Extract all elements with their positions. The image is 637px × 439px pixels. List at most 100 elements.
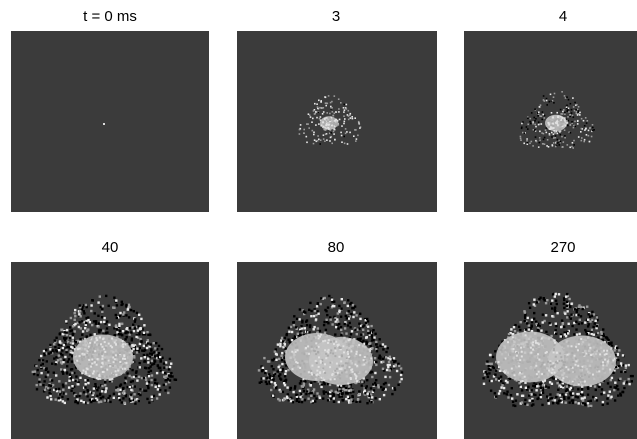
core-speck — [558, 369, 560, 371]
core-speck — [558, 360, 560, 362]
panel — [464, 262, 637, 439]
particle — [67, 398, 69, 400]
particle — [628, 364, 630, 366]
particle — [312, 400, 314, 402]
core-speck — [561, 360, 563, 362]
particle — [263, 357, 265, 359]
core-speck — [122, 346, 124, 348]
particle — [323, 107, 325, 109]
core-speck — [594, 367, 596, 369]
particle — [528, 394, 530, 396]
core-speck — [329, 366, 331, 368]
core-speck — [535, 340, 537, 342]
particle — [314, 103, 316, 105]
particle — [325, 319, 327, 321]
particle — [113, 397, 115, 399]
particle — [71, 372, 73, 374]
particle — [535, 389, 537, 391]
core-speck — [584, 374, 586, 376]
particle — [272, 378, 274, 380]
core-speck — [112, 354, 114, 356]
particle — [310, 384, 312, 386]
particle — [573, 140, 575, 142]
particle — [151, 384, 153, 386]
particle — [542, 392, 544, 394]
core-speck — [103, 348, 105, 350]
particle — [540, 329, 542, 331]
core-speck — [540, 366, 542, 368]
particle — [318, 123, 320, 125]
core-speck — [554, 372, 556, 374]
particle — [549, 133, 551, 135]
core-speck — [112, 372, 114, 374]
particle — [571, 109, 573, 111]
particle — [578, 106, 580, 108]
core-speck — [327, 127, 329, 129]
particle — [371, 347, 373, 349]
core-speck — [562, 377, 564, 379]
particle — [59, 341, 61, 343]
particle — [370, 401, 372, 403]
particle — [563, 396, 565, 398]
core-speck — [554, 120, 556, 122]
particle — [527, 317, 529, 319]
particle — [55, 374, 57, 376]
particle — [100, 306, 102, 308]
particle — [614, 399, 616, 401]
core-speck — [553, 351, 555, 353]
particle — [567, 125, 569, 127]
core-speck — [350, 378, 352, 380]
particle — [552, 293, 554, 295]
particle — [98, 401, 100, 403]
particle — [85, 393, 87, 395]
core-speck — [516, 345, 518, 347]
particle — [540, 387, 542, 389]
particle — [86, 335, 88, 337]
particle — [61, 349, 63, 351]
core-speck — [552, 362, 554, 364]
core-speck — [525, 334, 527, 336]
particle — [359, 127, 361, 129]
particle — [119, 315, 121, 317]
particle — [52, 384, 54, 386]
particle — [506, 391, 508, 393]
particle — [345, 133, 347, 135]
particle — [49, 348, 51, 350]
particle — [304, 399, 306, 401]
particle — [99, 394, 101, 396]
core-speck — [330, 352, 332, 354]
particle — [147, 361, 149, 363]
particle — [51, 363, 53, 365]
core-speck — [356, 381, 358, 383]
particle — [144, 360, 146, 362]
particle — [521, 127, 523, 129]
core-speck — [590, 354, 592, 356]
particle — [564, 113, 566, 115]
particle — [58, 397, 60, 399]
core-speck — [129, 354, 131, 356]
core-speck — [572, 361, 574, 363]
particle — [389, 369, 391, 371]
particle — [289, 388, 291, 390]
particle — [90, 304, 92, 306]
particle — [561, 319, 563, 321]
particle — [501, 384, 503, 386]
particle — [325, 102, 327, 104]
particle — [155, 386, 157, 388]
particle — [514, 324, 516, 326]
particle — [506, 393, 508, 395]
particle — [47, 371, 49, 373]
particle — [524, 320, 526, 322]
particle — [559, 399, 561, 401]
particle — [313, 395, 315, 397]
particle — [315, 111, 317, 113]
particle — [262, 377, 264, 379]
particle — [260, 381, 262, 383]
core-speck — [358, 344, 360, 346]
core-speck — [342, 365, 344, 367]
particle — [533, 129, 535, 131]
core-speck — [556, 352, 558, 354]
particle — [314, 113, 316, 115]
particle — [50, 398, 52, 400]
core-speck — [92, 373, 94, 375]
